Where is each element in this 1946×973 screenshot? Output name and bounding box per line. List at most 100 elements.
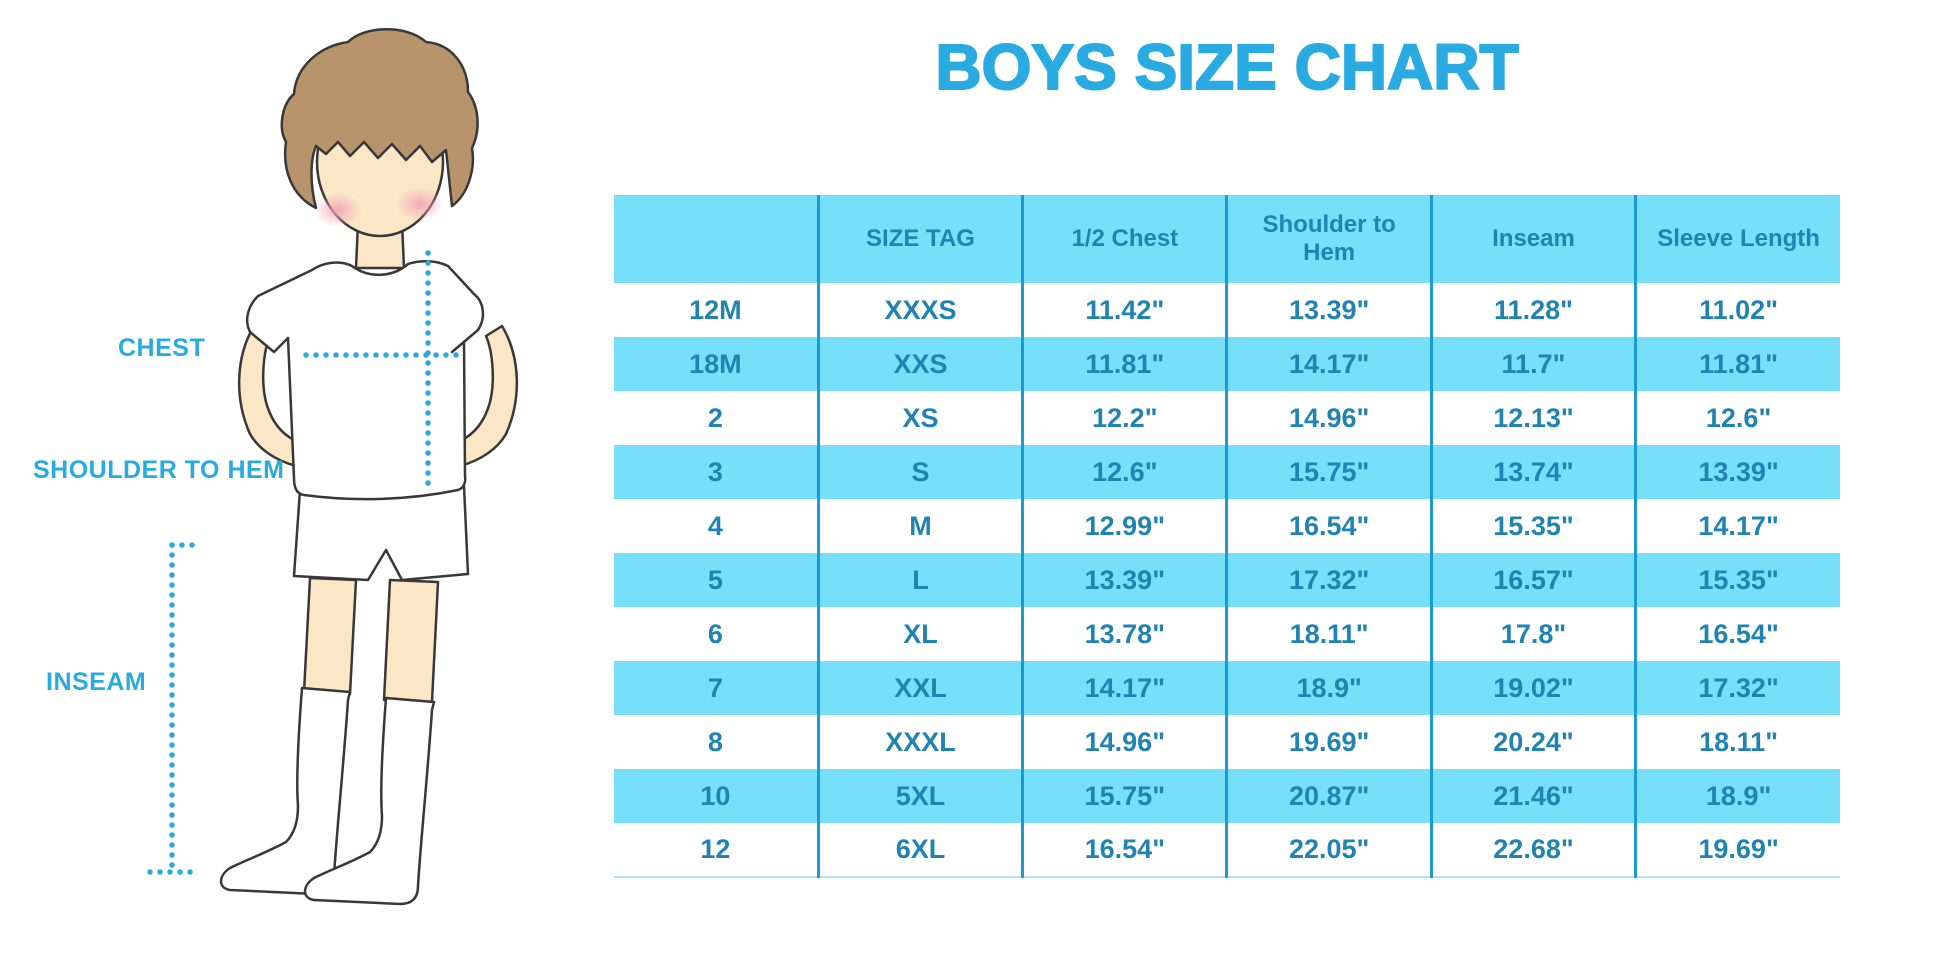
size-cell: 5 <box>614 553 819 607</box>
measurement-cell: 18.11" <box>1634 715 1840 769</box>
measurement-cell: 13.78" <box>1021 607 1227 661</box>
boy-sock-left <box>219 686 352 896</box>
measurement-cell: L <box>816 553 1023 607</box>
column-header: SIZE TAG <box>816 195 1023 283</box>
size-cell: 18M <box>614 337 819 391</box>
measurement-cell: 17.32" <box>1634 661 1840 715</box>
shoulder-to-hem-label: SHOULDER TO HEM <box>33 456 285 484</box>
measurement-cell: S <box>816 445 1023 499</box>
measurement-cell: 11.81" <box>1021 337 1227 391</box>
measurement-cell: 16.54" <box>1225 499 1432 553</box>
measurement-cell: 11.28" <box>1429 283 1636 337</box>
measurement-dotted-lines <box>147 250 462 875</box>
measurement-cell: 12.13" <box>1429 391 1636 445</box>
table-row: 3 S 12.6" 15.75" 13.74" 13.39" <box>614 445 1840 499</box>
table-row: 18M XXS 11.81" 14.17" 11.7" 11.81" <box>614 337 1840 391</box>
measurement-cell: XXXS <box>816 283 1023 337</box>
size-cell: 2 <box>614 391 819 445</box>
measurement-cell: 17.32" <box>1225 553 1432 607</box>
measurement-cell: XXS <box>816 337 1023 391</box>
measurement-cell: 18.9" <box>1225 661 1432 715</box>
column-header: 1/2 Chest <box>1021 195 1227 283</box>
size-table-header-row: SIZE TAG 1/2 Chest Shoulder to Hem Inseam Sl… <box>614 195 1840 283</box>
measurement-cell: 15.75" <box>1225 445 1432 499</box>
measurement-cell: 14.17" <box>1225 337 1432 391</box>
measurement-cell: 20.24" <box>1429 715 1636 769</box>
measurement-cell: 16.54" <box>1634 607 1840 661</box>
boy-figure-illustration <box>147 28 519 906</box>
measurement-cell: 12.6" <box>1021 445 1227 499</box>
measurement-cell: 15.35" <box>1429 499 1636 553</box>
table-row: 7 XXL 14.17" 18.9" 19.02" 17.32" <box>614 661 1840 715</box>
measurement-cell: 5XL <box>816 769 1023 823</box>
table-row: 8 XXXL 14.96" 19.69" 20.24" 18.11" <box>614 715 1840 769</box>
boy-shorts <box>292 484 470 582</box>
blush-right <box>396 187 444 221</box>
column-header: Shoulder to Hem <box>1225 195 1432 283</box>
table-row: 4 M 12.99" 16.54" 15.35" 14.17" <box>614 499 1840 553</box>
measurement-cell: 12.6" <box>1634 391 1840 445</box>
blush-left <box>314 193 362 227</box>
column-header <box>614 195 819 283</box>
boy-sock-right <box>303 696 436 906</box>
measurement-cell: 6XL <box>816 823 1023 878</box>
measurement-cell: 13.39" <box>1634 445 1840 499</box>
table-row: 6 XL 13.78" 18.11" 17.8" 16.54" <box>614 607 1840 661</box>
measurement-cell: 11.7" <box>1429 337 1636 391</box>
measurement-cell: 14.96" <box>1021 715 1227 769</box>
inseam-label: INSEAM <box>46 668 147 696</box>
measurement-cell: 15.75" <box>1021 769 1227 823</box>
measurement-cell: XXXL <box>816 715 1023 769</box>
boy-legs <box>219 576 440 906</box>
size-cell: 10 <box>614 769 819 823</box>
measurement-cell: XXL <box>816 661 1023 715</box>
table-row: 2 XS 12.2" 14.96" 12.13" 12.6" <box>614 391 1840 445</box>
size-cell: 3 <box>614 445 819 499</box>
table-row: 10 5XL 15.75" 20.87" 21.46" 18.9" <box>614 769 1840 823</box>
boy-head <box>280 28 479 238</box>
table-row: 12 6XL 16.54" 22.05" 22.68" 19.69" <box>614 823 1840 878</box>
measurement-cell: 11.42" <box>1021 283 1227 337</box>
column-header: Sleeve Length <box>1634 195 1840 283</box>
measurement-cell: 14.17" <box>1634 499 1840 553</box>
measurement-cell: XL <box>816 607 1023 661</box>
measurement-cell: 19.02" <box>1429 661 1636 715</box>
size-cell: 7 <box>614 661 819 715</box>
size-cell: 4 <box>614 499 819 553</box>
measurement-cell: 22.68" <box>1429 823 1636 878</box>
measurement-cell: 21.46" <box>1429 769 1636 823</box>
size-cell: 12M <box>614 283 819 337</box>
measurement-cell: 16.57" <box>1429 553 1636 607</box>
measurement-cell: M <box>816 499 1023 553</box>
size-cell: 12 <box>614 823 819 878</box>
measurement-cell: 13.39" <box>1021 553 1227 607</box>
measurement-cell: 15.35" <box>1634 553 1840 607</box>
measurement-cell: 22.05" <box>1225 823 1432 878</box>
size-cell: 6 <box>614 607 819 661</box>
measurement-cell: 18.9" <box>1634 769 1840 823</box>
chest-label: CHEST <box>118 334 206 362</box>
boy-hair <box>280 28 479 210</box>
measurement-cell: 11.81" <box>1634 337 1840 391</box>
table-row: 12M XXXS 11.42" 13.39" 11.28" 11.02" <box>614 283 1840 337</box>
size-table: SIZE TAG 1/2 Chest Shoulder to Hem Inseam Sl… <box>614 195 1840 878</box>
column-header: Inseam <box>1429 195 1636 283</box>
measurement-cell: 17.8" <box>1429 607 1636 661</box>
size-cell: 8 <box>614 715 819 769</box>
measurement-cell: 19.69" <box>1225 715 1432 769</box>
measurement-cell: 11.02" <box>1634 283 1840 337</box>
measurement-cell: 20.87" <box>1225 769 1432 823</box>
size-table-body: 12M XXXS 11.42" 13.39" 11.28" 11.02" 18M XXS 11.… <box>614 283 1840 878</box>
measurement-cell: 13.74" <box>1429 445 1636 499</box>
measurement-cell: 12.99" <box>1021 499 1227 553</box>
measurement-cell: XS <box>816 391 1023 445</box>
measurement-cell: 16.54" <box>1021 823 1227 878</box>
measurement-cell: 14.17" <box>1021 661 1227 715</box>
measurement-cell: 19.69" <box>1634 823 1840 878</box>
measurement-cell: 12.2" <box>1021 391 1227 445</box>
measurement-cell: 14.96" <box>1225 391 1432 445</box>
measurement-cell: 18.11" <box>1225 607 1432 661</box>
measurement-cell: 13.39" <box>1225 283 1432 337</box>
table-row: 5 L 13.39" 17.32" 16.57" 15.35" <box>614 553 1840 607</box>
